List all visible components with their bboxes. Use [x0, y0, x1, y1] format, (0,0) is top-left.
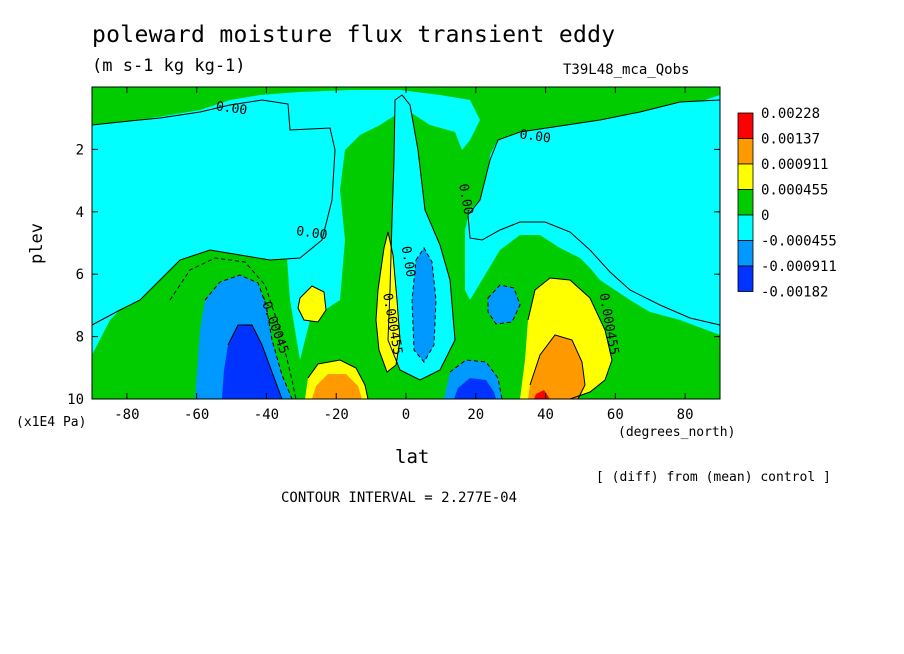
colorbar-label: -0.000911	[761, 259, 837, 275]
diff-note: [ (diff) from (mean) control ]	[596, 470, 831, 485]
contour-line-zero-center	[387, 94, 456, 381]
chart-title: poleward moisture flux transient eddy	[92, 22, 616, 48]
contour-line-zero-sh	[92, 99, 336, 326]
contour-line-sh-neg-core	[227, 324, 283, 399]
x-tick-label: 0	[402, 407, 410, 423]
field-sh-minus2	[222, 325, 282, 399]
chart-units: (m s-1 kg kg-1)	[92, 56, 246, 76]
colorbar-swatch	[737, 240, 754, 267]
x-tick-label: 40	[537, 407, 554, 423]
contour-label: 0.00	[215, 99, 248, 118]
colorbar-swatch	[737, 163, 754, 190]
y-axis-unit: (x1E4 Pa)	[16, 415, 87, 430]
x-tick-label: -80	[114, 407, 139, 423]
contour-label: 0.00	[519, 127, 552, 146]
contour-line-nh-neg	[411, 247, 437, 363]
x-tick-label: -60	[184, 407, 209, 423]
x-axis-label: lat	[395, 446, 430, 468]
contour-line-nh-neg2	[487, 284, 521, 325]
field-nh-minus1	[412, 248, 436, 362]
contour-interval-note: CONTOUR INTERVAL = 2.277E-04	[281, 490, 518, 506]
field-nh-negative	[468, 100, 720, 325]
field-nh-minus4	[454, 378, 496, 399]
y-tick-label: 6	[76, 267, 84, 283]
contour-line-sh-pos2	[307, 359, 369, 399]
colorbar-swatch	[737, 189, 754, 216]
contour-label: 0.00	[398, 245, 418, 278]
x-tick-label: 20	[467, 407, 484, 423]
colorbar: 0.00228 0.00137 0.000911 0.000455 0 -0.000455…	[737, 106, 837, 301]
colorbar-label: 0.000455	[761, 183, 828, 199]
colorbar-swatch	[737, 138, 754, 165]
field-nh-pos2	[528, 335, 585, 399]
colorbar-label: 0	[761, 208, 769, 224]
contour-line-nh-pos	[527, 277, 613, 399]
contour-lines	[92, 94, 720, 399]
contour-line-sh-pos	[297, 285, 327, 323]
contour-line-center-pos	[375, 231, 401, 373]
field-sh-pos1	[298, 286, 326, 322]
x-tick-label: -20	[324, 407, 349, 423]
y-tick-label: 10	[67, 392, 84, 408]
contour-line-zero-nh	[467, 99, 720, 326]
colorbar-swatch	[737, 265, 754, 292]
colorbar-label: 0.000911	[761, 157, 828, 173]
colorbar-swatch	[737, 112, 754, 139]
y-tick-label: 4	[76, 205, 84, 221]
colorbar-label: -0.00182	[761, 285, 828, 301]
contour-label: 0.00	[295, 224, 328, 243]
y-tick-label: 2	[76, 142, 84, 158]
colorbar-label: 0.00137	[761, 132, 820, 148]
colorbar-label: -0.000455	[761, 234, 837, 250]
colorbar-swatch	[737, 214, 754, 241]
contour-field	[92, 87, 720, 399]
x-axis-unit: (degrees_north)	[618, 425, 736, 440]
x-axis: -80 -60 -40 -20 0 20 40 60 80	[114, 87, 694, 423]
y-axis-label: plev	[27, 223, 47, 264]
contour-label: 0.00	[455, 183, 475, 216]
field-nh-minus2	[488, 285, 520, 324]
field-sh-negative	[92, 100, 335, 325]
y-axis: 2 4 6 8 10	[67, 142, 720, 408]
run-label: T39L48_mca_Qobs	[563, 62, 690, 78]
field-sh-pos4	[320, 384, 356, 399]
colorbar-label: 0.00228	[761, 106, 820, 122]
x-tick-label: 60	[607, 407, 624, 423]
y-tick-label: 8	[76, 330, 84, 346]
field-central-negative	[388, 95, 455, 380]
x-tick-label: 80	[677, 407, 694, 423]
x-tick-label: -40	[254, 407, 279, 423]
contour-line-nh-pos2	[529, 334, 586, 399]
